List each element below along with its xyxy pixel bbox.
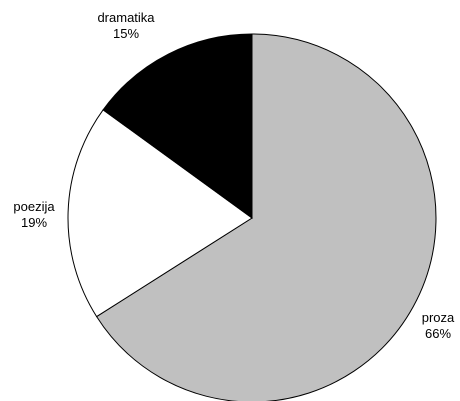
slice-percent-poezija: 19% — [21, 215, 47, 230]
labels-layer: proza 66% poezija 19% dramatika 15% — [13, 10, 455, 341]
slice-label-proza: proza 66% — [422, 310, 455, 341]
slice-name-dramatika: dramatika — [97, 10, 155, 25]
slices-layer — [67, 33, 437, 401]
pie-slice-dramatika — [102, 33, 253, 219]
slice-name-proza: proza — [422, 310, 455, 325]
slice-percent-proza: 66% — [425, 326, 451, 341]
slice-label-poezija: poezija 19% — [13, 199, 55, 230]
pie-slice-proza — [95, 33, 437, 401]
pie-slice-poezija — [67, 109, 253, 318]
slice-name-poezija: poezija — [13, 199, 55, 214]
slice-label-dramatika: dramatika 15% — [97, 10, 155, 41]
slice-percent-dramatika: 15% — [113, 26, 139, 41]
